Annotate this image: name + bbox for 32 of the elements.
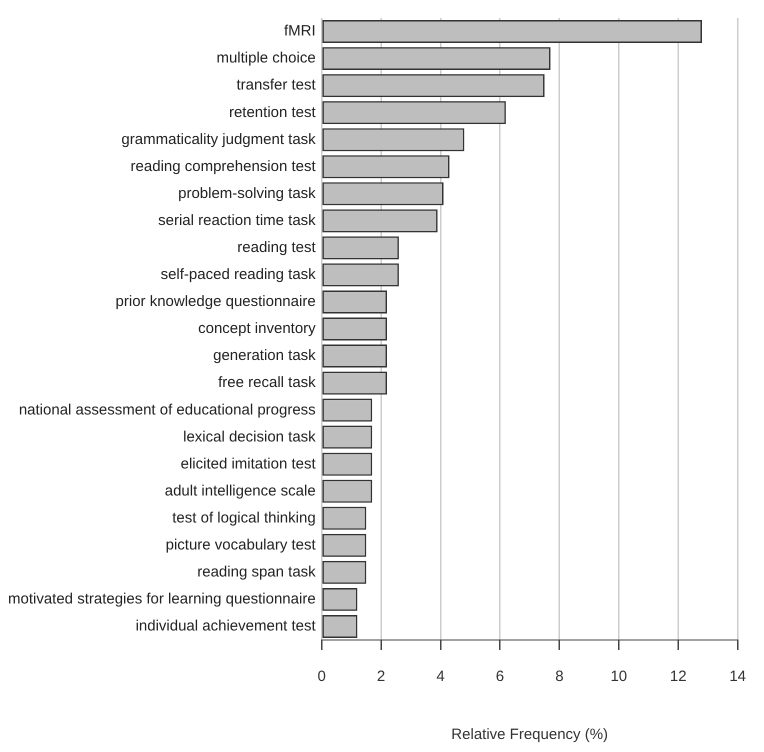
x-tick-label: 10 bbox=[610, 668, 628, 686]
y-tick-label: problem-solving task bbox=[178, 184, 316, 202]
y-tick-label: adult intelligence scale bbox=[164, 482, 316, 500]
y-tick-label: national assessment of educational progress bbox=[18, 401, 316, 418]
y-tick-label: grammaticality judgment task bbox=[121, 130, 316, 148]
x-tick-label: 0 bbox=[318, 668, 326, 686]
y-tick-label: prior knowledge questionnaire bbox=[116, 293, 316, 310]
y-tick-label: motivated strategies for learning questionnaire bbox=[8, 590, 316, 608]
x-tick-label: 2 bbox=[376, 668, 386, 686]
y-tick-label: individual achievement test bbox=[136, 618, 316, 635]
x-tick-label: 4 bbox=[436, 668, 445, 686]
x-tick-label: 14 bbox=[729, 668, 746, 686]
y-tick-label: serial reaction time task bbox=[158, 212, 316, 229]
x-tick-label: 12 bbox=[670, 668, 687, 686]
y-tick-label: reading span task bbox=[197, 564, 316, 581]
y-tick-label: generation task bbox=[213, 347, 316, 364]
y-tick-label: concept inventory bbox=[198, 320, 316, 338]
y-tick-label: fMRI bbox=[284, 22, 316, 40]
x-tick-label: 8 bbox=[555, 668, 564, 686]
y-tick-label: lexical decision task bbox=[183, 428, 316, 446]
y-tick-label: retention test bbox=[228, 104, 317, 121]
y-tick-label: elicited imitation test bbox=[180, 455, 317, 472]
y-tick-label: test of logical thinking bbox=[172, 509, 316, 526]
y-tick-label: self-paced reading task bbox=[160, 266, 316, 284]
y-tick-label: reading comprehension test bbox=[130, 158, 316, 175]
x-tick-label: 6 bbox=[496, 668, 504, 686]
y-tick-label: transfer test bbox=[236, 76, 316, 94]
y-tick-label: free recall task bbox=[218, 374, 316, 392]
y-tick-label: multiple choice bbox=[216, 50, 316, 67]
x-axis-title: Relative Frequency (%) bbox=[451, 726, 608, 744]
y-tick-label: reading test bbox=[237, 239, 316, 256]
y-tick-label: picture vocabulary test bbox=[166, 536, 317, 554]
